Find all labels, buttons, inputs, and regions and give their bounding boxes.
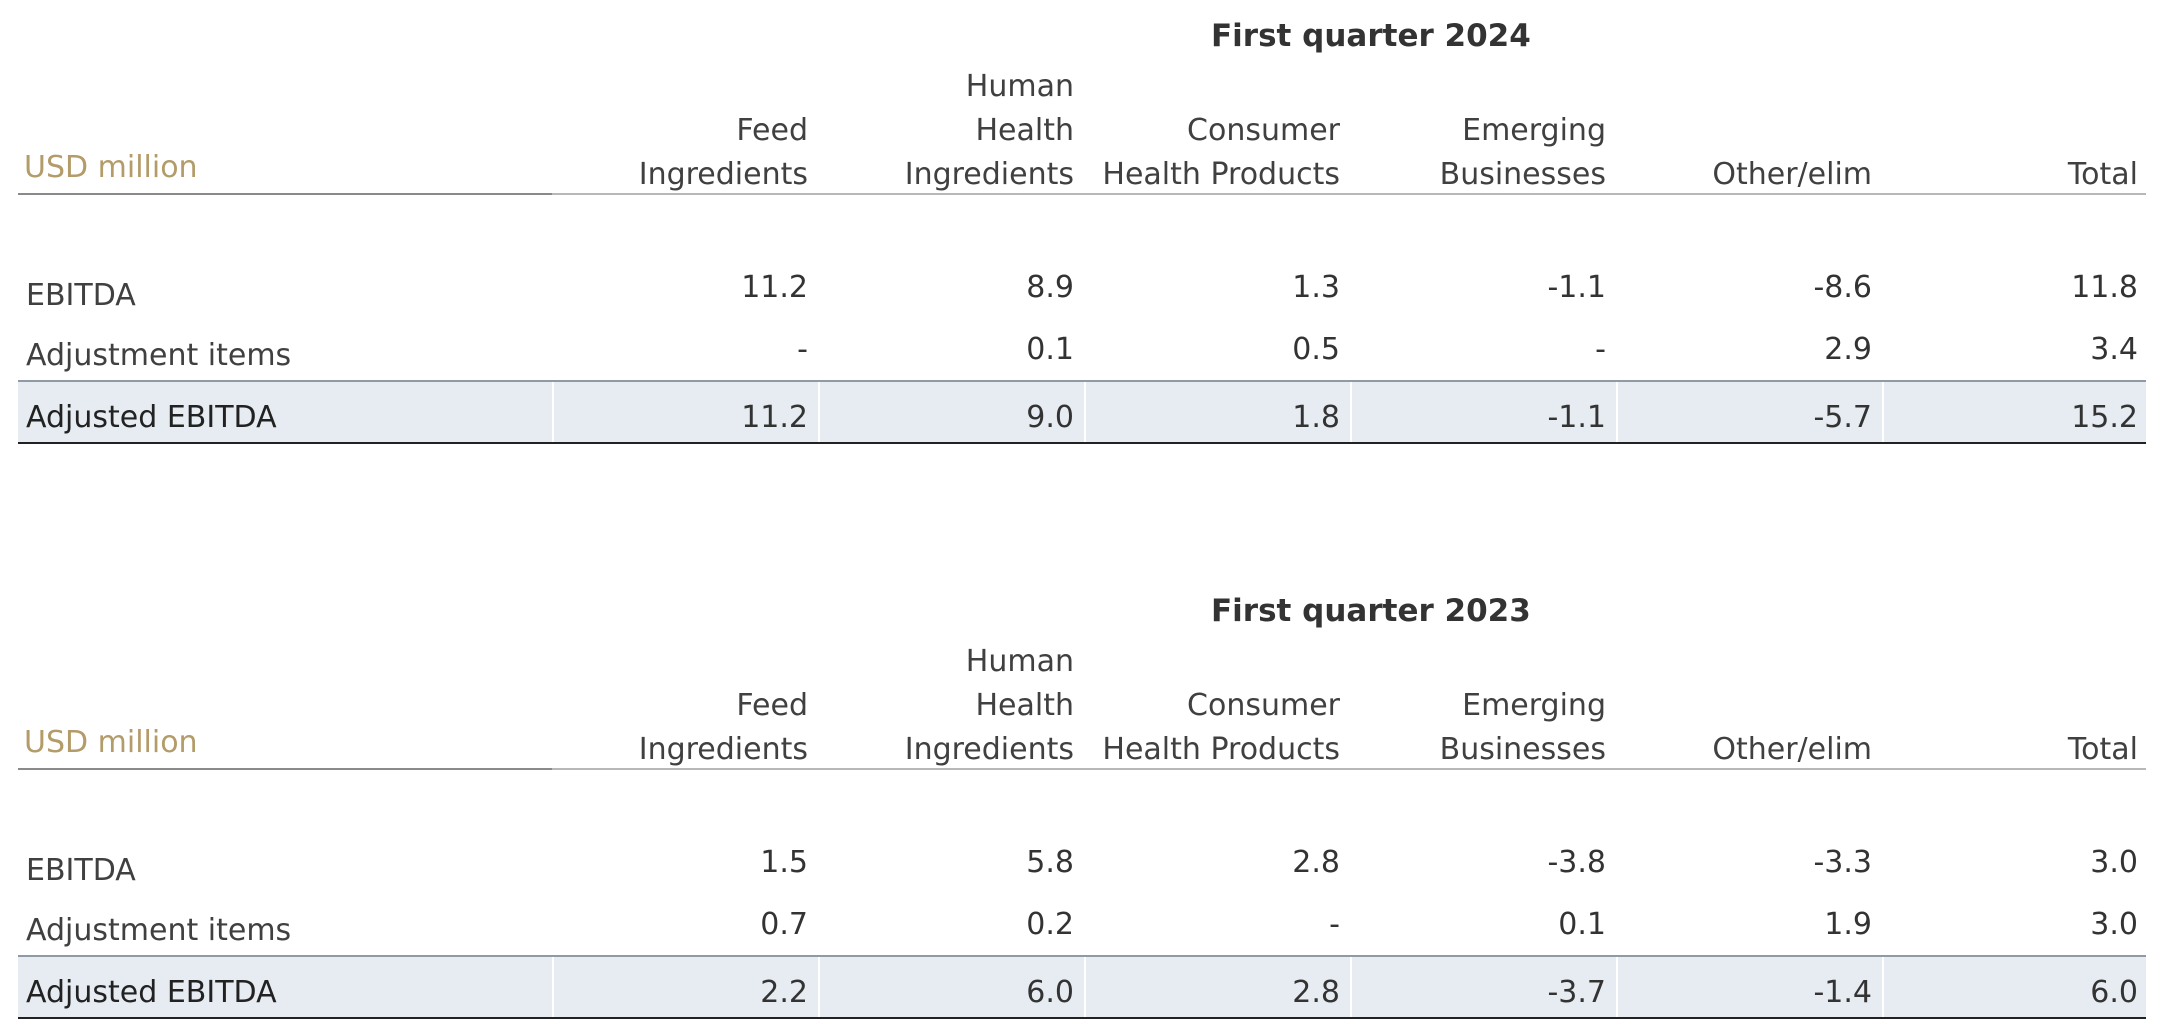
- cell-value: 2.8: [1292, 975, 1340, 1010]
- cell-value: 0.1: [1026, 332, 1074, 367]
- table-row-adjusted-ebitda: Adjusted EBITDA 11.2 9.0 1.8 -1.1 -5.7 1…: [18, 382, 2146, 442]
- column-header-consumer-health-products: Consumer Health Products: [1102, 688, 1340, 767]
- column-header-other-elim: Other/elim: [1712, 732, 1872, 767]
- cell-value: 0.7: [760, 907, 808, 942]
- row-label: Adjustment items: [26, 913, 292, 948]
- cell-value: 3.0: [2090, 907, 2138, 942]
- column-header-emerging-businesses: Emerging Businesses: [1439, 688, 1606, 767]
- column-divider: [818, 957, 820, 1017]
- cell-value: 1.3: [1292, 270, 1340, 305]
- column-divider: [1084, 382, 1086, 442]
- header-rule: [552, 768, 2146, 770]
- table-row-ebitda: EBITDA 1.5 5.8 2.8 -3.8 -3.3 3.0: [18, 845, 2146, 889]
- row-separator: [18, 955, 2146, 957]
- cell-value: 0.1: [1558, 907, 1606, 942]
- row-label: EBITDA: [26, 853, 136, 888]
- header-rule: [552, 193, 2146, 195]
- cell-value: -8.6: [1813, 270, 1872, 305]
- cell-value: 3.0: [2090, 845, 2138, 880]
- cell-value: 9.0: [1026, 400, 1074, 435]
- cell-value: -5.7: [1813, 400, 1872, 435]
- row-label: Adjustment items: [26, 338, 292, 373]
- cell-value: 8.9: [1026, 270, 1074, 305]
- table-title: First quarter 2024: [1211, 18, 1531, 54]
- cell-value: 6.0: [2090, 975, 2138, 1010]
- header-rule-left: [18, 768, 552, 770]
- cell-value: 3.4: [2090, 332, 2138, 367]
- column-divider: [1084, 957, 1086, 1017]
- cell-value: -1.1: [1547, 270, 1606, 305]
- cell-value: 15.2: [2071, 400, 2138, 435]
- cell-value: -3.3: [1813, 845, 1872, 880]
- row-separator: [18, 380, 2146, 382]
- column-header-consumer-health-products: Consumer Health Products: [1102, 113, 1340, 192]
- column-divider: [1616, 382, 1618, 442]
- cell-value: -1.4: [1813, 975, 1872, 1010]
- column-divider: [1616, 957, 1618, 1017]
- column-header-emerging-businesses: Emerging Businesses: [1439, 113, 1606, 192]
- unit-label: USD million: [24, 150, 198, 185]
- column-divider: [1882, 382, 1884, 442]
- row-label: EBITDA: [26, 278, 136, 313]
- cell-value: 11.2: [741, 400, 808, 435]
- column-divider: [552, 382, 554, 442]
- column-header-total: Total: [2067, 732, 2138, 767]
- cell-value: 11.2: [741, 270, 808, 305]
- table-bottom-rule: [18, 1017, 2146, 1019]
- column-divider: [1882, 957, 1884, 1017]
- column-header-total: Total: [2067, 157, 2138, 192]
- table-row-adjusted-ebitda: Adjusted EBITDA 2.2 6.0 2.8 -3.7 -1.4 6.…: [18, 957, 2146, 1017]
- column-header-other-elim: Other/elim: [1712, 157, 1872, 192]
- column-header-human-health-ingredients: Human Health Ingredients: [904, 644, 1074, 767]
- cell-value: 2.9: [1824, 332, 1872, 367]
- cell-value: 0.5: [1292, 332, 1340, 367]
- cell-value: -: [1595, 332, 1606, 367]
- table-bottom-rule: [18, 442, 2146, 444]
- table-row-adjustment-items: Adjustment items - 0.1 0.5 - 2.9 3.4: [18, 332, 2146, 376]
- column-header-human-health-ingredients: Human Health Ingredients: [904, 69, 1074, 192]
- cell-value: 2.2: [760, 975, 808, 1010]
- cell-value: 1.5: [760, 845, 808, 880]
- unit-label: USD million: [24, 725, 198, 760]
- cell-value: 1.8: [1292, 400, 1340, 435]
- table-row-adjustment-items: Adjustment items 0.7 0.2 - 0.1 1.9 3.0: [18, 907, 2146, 951]
- row-label: Adjusted EBITDA: [26, 975, 277, 1010]
- cell-value: 6.0: [1026, 975, 1074, 1010]
- table-title: First quarter 2023: [1211, 593, 1531, 629]
- header-rule-left: [18, 193, 552, 195]
- cell-value: -3.7: [1547, 975, 1606, 1010]
- column-divider: [818, 382, 820, 442]
- column-header-feed-ingredients: Feed Ingredients: [638, 688, 808, 767]
- cell-value: 1.9: [1824, 907, 1872, 942]
- column-divider: [552, 957, 554, 1017]
- column-divider: [1350, 382, 1352, 442]
- cell-value: 0.2: [1026, 907, 1074, 942]
- cell-value: 2.8: [1292, 845, 1340, 880]
- cell-value: -: [1329, 907, 1340, 942]
- cell-value: 5.8: [1026, 845, 1074, 880]
- row-label: Adjusted EBITDA: [26, 400, 277, 435]
- cell-value: 11.8: [2071, 270, 2138, 305]
- column-header-feed-ingredients: Feed Ingredients: [638, 113, 808, 192]
- column-divider: [1350, 957, 1352, 1017]
- table-row-ebitda: EBITDA 11.2 8.9 1.3 -1.1 -8.6 11.8: [18, 270, 2146, 314]
- cell-value: -3.8: [1547, 845, 1606, 880]
- cell-value: -: [797, 332, 808, 367]
- cell-value: -1.1: [1547, 400, 1606, 435]
